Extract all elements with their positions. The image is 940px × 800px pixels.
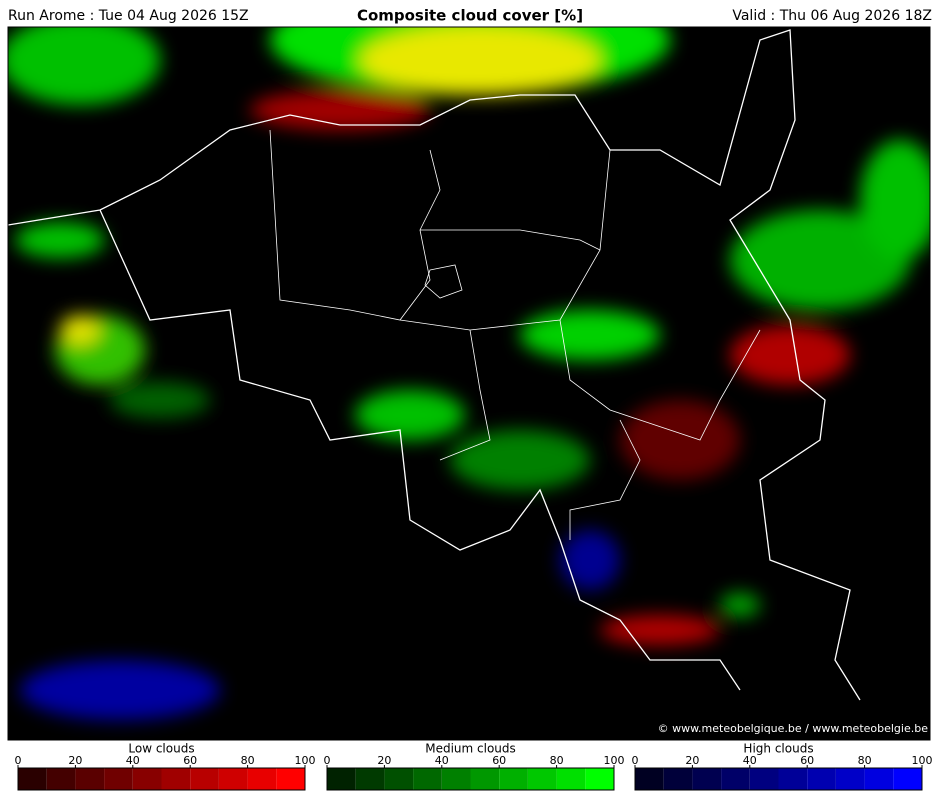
color-swatch [413, 768, 442, 790]
color-swatch [864, 768, 894, 790]
color-swatch [46, 768, 76, 790]
valid-label: Valid : Thu 06 Aug 2026 18Z [732, 8, 932, 24]
tick-label: 80 [241, 754, 255, 767]
tick-label: 100 [604, 754, 625, 767]
color-swatch [441, 768, 471, 790]
run-label: Run Arome : Tue 04 Aug 2026 15Z [8, 8, 249, 24]
color-swatch [635, 768, 664, 790]
color-swatch [499, 768, 528, 790]
color-swatch [470, 768, 500, 790]
color-swatch [721, 768, 750, 790]
colorbar-frame [326, 767, 615, 791]
borders [8, 29, 861, 701]
color-swatch [585, 768, 614, 790]
legend-title: High clouds [743, 742, 813, 756]
color-swatch [18, 768, 47, 790]
color-swatch [749, 768, 779, 790]
colorbar-frame [634, 767, 923, 791]
tick-label: 0 [632, 754, 639, 767]
color-swatch [384, 768, 414, 790]
color-swatch [835, 768, 865, 790]
legend-title: Medium clouds [425, 742, 516, 756]
tick-label: 100 [295, 754, 316, 767]
color-swatch [247, 768, 277, 790]
tick-label: 80 [550, 754, 564, 767]
map-frame [7, 26, 931, 741]
tick-label: 60 [492, 754, 506, 767]
tick-label: 0 [324, 754, 331, 767]
color-swatch [104, 768, 133, 790]
tick-label: 0 [15, 754, 22, 767]
color-swatch [75, 768, 105, 790]
color-swatch [161, 768, 191, 790]
color-swatch [807, 768, 836, 790]
tick-label: 20 [685, 754, 699, 767]
tick-label: 60 [183, 754, 197, 767]
legend-title: Low clouds [128, 742, 194, 756]
cloud-field [8, 27, 930, 720]
tick-label: 20 [68, 754, 82, 767]
color-swatch [327, 768, 356, 790]
map-area: © www.meteobelgique.be / www.meteobelgie… [8, 27, 930, 740]
colorbar-frame [17, 767, 306, 791]
color-swatch [355, 768, 385, 790]
color-swatch [692, 768, 722, 790]
tick-label: 40 [743, 754, 757, 767]
color-swatch [132, 768, 162, 790]
color-swatch [218, 768, 248, 790]
tick-label: 80 [858, 754, 872, 767]
tick-label: 100 [912, 754, 933, 767]
color-swatch [663, 768, 693, 790]
credit: © www.meteobelgique.be / www.meteobelgie… [658, 722, 929, 735]
color-swatch [276, 768, 305, 790]
map-title: Composite cloud cover [%] [357, 7, 583, 25]
color-swatch [527, 768, 557, 790]
tick-label: 60 [800, 754, 814, 767]
color-swatch [778, 768, 808, 790]
color-swatch [190, 768, 219, 790]
color-swatch [893, 768, 922, 790]
tick-label: 20 [377, 754, 391, 767]
legends: Low clouds 0 20 40 60 80 100 Medium clouds 0 20 40… [15, 742, 933, 791]
tick-label: 40 [126, 754, 140, 767]
color-swatch [556, 768, 586, 790]
tick-label: 40 [435, 754, 449, 767]
